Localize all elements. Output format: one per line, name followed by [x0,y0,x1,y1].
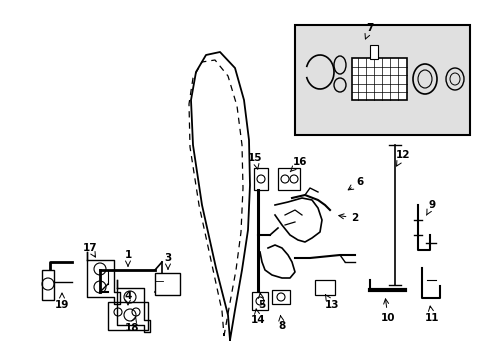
Text: 16: 16 [290,157,306,172]
Text: 13: 13 [324,295,339,310]
Bar [271,290,289,304]
Text: 14: 14 [250,309,265,325]
Bar [369,45,377,59]
Bar [108,302,148,330]
Text: 19: 19 [55,293,69,310]
Bar [314,280,334,295]
Text: 2: 2 [338,213,358,223]
Text: 5: 5 [258,293,265,310]
Bar [42,270,54,300]
Text: 7: 7 [364,23,373,39]
Text: 17: 17 [82,243,97,257]
Text: 4: 4 [124,291,131,305]
Text: 12: 12 [395,150,409,166]
Bar [155,273,180,295]
Text: 3: 3 [164,253,171,269]
Bar [351,58,406,100]
Text: 18: 18 [124,317,139,333]
Text: 11: 11 [424,306,438,323]
Text: 1: 1 [124,250,131,266]
Text: 10: 10 [380,299,394,323]
Bar [294,25,469,135]
Text: 8: 8 [278,315,285,331]
Bar [251,292,267,310]
Bar [278,168,299,190]
Text: 6: 6 [347,177,363,190]
Bar [253,168,267,190]
Text: 15: 15 [247,153,262,169]
Text: 9: 9 [426,200,435,215]
